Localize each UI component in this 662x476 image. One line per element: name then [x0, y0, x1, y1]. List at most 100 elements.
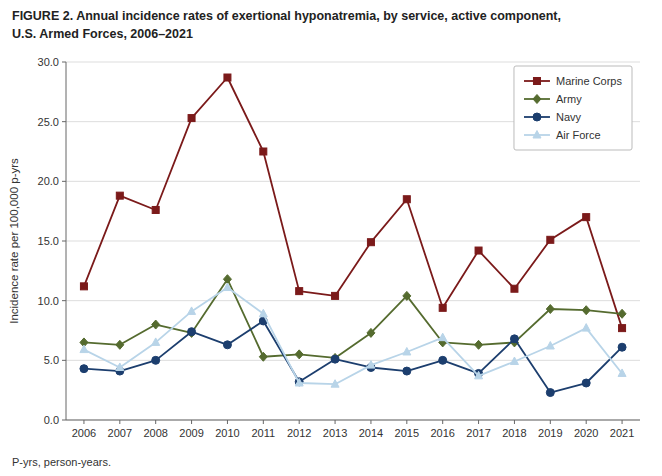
point [116, 340, 124, 349]
series [80, 283, 626, 387]
x-tick-label: 2012 [287, 427, 311, 439]
x-tick-label: 2016 [430, 427, 454, 439]
x-tick [442, 420, 443, 424]
legend-marker [533, 78, 540, 85]
point [331, 355, 339, 363]
x-tick-label: 2011 [251, 427, 275, 439]
point [439, 304, 446, 311]
legend-label: Air Force [556, 129, 601, 141]
point [475, 371, 483, 379]
x-tick-label: 2020 [574, 427, 598, 439]
point [403, 196, 410, 203]
point [582, 306, 590, 315]
point [152, 356, 160, 364]
point [546, 342, 554, 350]
axes: 0.05.010.015.020.025.030.020062007200820… [38, 56, 640, 439]
y-tick-label: 0.0 [44, 414, 59, 426]
x-tick-label: 2007 [108, 427, 132, 439]
x-tick [299, 420, 300, 424]
point [188, 328, 196, 336]
x-axis-line [66, 420, 640, 421]
x-tick [370, 420, 371, 424]
y-tick-label: 25.0 [38, 116, 59, 128]
point [259, 352, 267, 361]
legend-label: Army [556, 93, 582, 105]
x-tick-label: 2021 [610, 427, 634, 439]
x-tick [227, 420, 228, 424]
legend-marker [533, 95, 541, 104]
point [331, 380, 339, 388]
point [223, 341, 231, 349]
point [188, 307, 196, 315]
legend-marker [533, 131, 541, 139]
background [0, 0, 662, 476]
point [188, 115, 195, 122]
point [547, 236, 554, 243]
x-tick [514, 420, 515, 424]
x-tick-label: 2013 [323, 427, 347, 439]
y-tick [62, 181, 66, 182]
point [80, 365, 88, 373]
point [618, 369, 626, 377]
line [84, 288, 622, 385]
point [439, 333, 447, 341]
grid-line [66, 62, 640, 63]
point [296, 288, 303, 295]
point [510, 357, 518, 365]
legend-label: Marine Corps [556, 75, 623, 87]
point [188, 328, 196, 337]
point [295, 350, 303, 359]
y-tick [62, 241, 66, 242]
title: FIGURE 2. Annual incidence rates of exer… [12, 9, 561, 23]
legend-box [514, 66, 632, 150]
x-tick-label: 2006 [72, 427, 96, 439]
point [152, 206, 159, 213]
point [582, 379, 590, 387]
y-tick-label: 10.0 [38, 295, 59, 307]
point [403, 291, 411, 300]
point [439, 356, 447, 364]
point [259, 309, 267, 317]
point [331, 353, 339, 362]
footnote: P-yrs, person-years. [12, 456, 111, 468]
point [475, 247, 482, 254]
x-tick [83, 420, 84, 424]
point [116, 192, 123, 199]
point [80, 283, 87, 290]
point [618, 343, 626, 351]
x-tick [406, 420, 407, 424]
x-tick-label: 2019 [538, 427, 562, 439]
x-tick [550, 420, 551, 424]
x-tick [191, 420, 192, 424]
x-tick-label: 2015 [395, 427, 419, 439]
point [152, 338, 160, 346]
grid-line [66, 181, 640, 182]
point [511, 285, 518, 292]
y-tick [62, 121, 66, 122]
point [116, 363, 124, 371]
subtitle: U.S. Armed Forces, 2006–2021 [12, 27, 193, 41]
y-tick [62, 360, 66, 361]
x-tick [478, 420, 479, 424]
point [152, 320, 160, 329]
x-tick-label: 2014 [359, 427, 383, 439]
y-tick-label: 20.0 [38, 175, 59, 187]
x-tick [119, 420, 120, 424]
point [546, 305, 554, 314]
point [367, 328, 375, 337]
point [583, 214, 590, 221]
point [403, 367, 411, 375]
y-tick-label: 30.0 [38, 56, 59, 68]
chart: FIGURE 2. Annual incidence rates of exer… [0, 0, 662, 476]
point [619, 325, 626, 332]
point [223, 283, 231, 291]
x-tick-label: 2008 [143, 427, 167, 439]
point [582, 324, 590, 332]
legend-label: Navy [556, 111, 582, 123]
x-tick [263, 420, 264, 424]
y-tick [62, 300, 66, 301]
y-axis-label: Incidence rate per 100,000 p-yrs [8, 158, 20, 324]
x-tick [155, 420, 156, 424]
point [332, 292, 339, 299]
y-tick [62, 62, 66, 63]
